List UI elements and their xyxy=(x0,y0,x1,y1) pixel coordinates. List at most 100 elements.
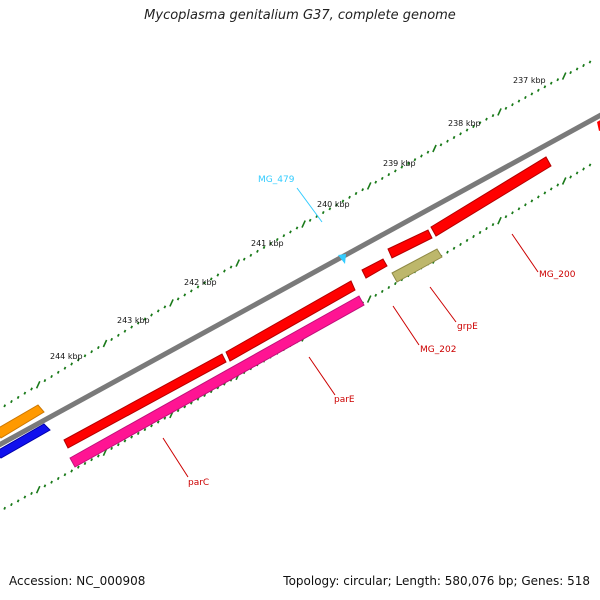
outer-scale-minor-tick xyxy=(242,257,246,261)
outer-scale-minor-tick xyxy=(308,218,312,222)
outer-scale-minor-tick xyxy=(209,277,213,281)
outer-scale-minor-tick xyxy=(70,362,74,366)
outer-scale-minor-tick xyxy=(478,121,482,125)
outer-scale-minor-tick xyxy=(156,309,160,313)
inner-scale-minor-tick xyxy=(136,431,140,435)
inner-scale-minor-tick xyxy=(452,246,456,250)
outer-scale-minor-tick xyxy=(348,195,351,199)
scale-label-237: 237 kbp xyxy=(513,76,546,85)
leader-line-parE xyxy=(308,356,336,396)
inner-scale-minor-tick xyxy=(150,424,153,428)
outer-scale-minor-tick xyxy=(136,321,140,325)
outer-scale-minor-tick xyxy=(163,305,167,309)
outer-scale-minor-tick xyxy=(3,404,7,408)
leader-line-MG_202 xyxy=(392,305,420,346)
feature-blue-block[interactable] xyxy=(0,423,51,459)
gene-small-red-arrow[interactable] xyxy=(387,229,433,259)
outer-scale-minor-tick xyxy=(295,226,299,230)
inner-scale-minor-tick xyxy=(459,242,462,246)
outer-scale-minor-tick xyxy=(321,211,325,215)
outer-scale-minor-tick xyxy=(229,265,233,269)
trna-MG_479-marker[interactable] xyxy=(338,254,346,264)
inner-scale-minor-tick xyxy=(23,495,27,499)
inner-scale-major-tick xyxy=(561,177,567,185)
inner-scale-minor-tick xyxy=(110,446,114,450)
gene-MG_200-arrow[interactable] xyxy=(430,156,552,237)
outer-scale-major-tick xyxy=(35,380,41,389)
outer-scale-minor-tick xyxy=(249,253,253,257)
gene-label-MG_202: MG_202 xyxy=(420,345,456,355)
inner-scale-minor-tick xyxy=(63,473,67,477)
outer-scale-minor-tick xyxy=(183,293,187,297)
outer-scale-major-tick xyxy=(432,144,437,153)
inner-scale-minor-tick xyxy=(374,293,378,297)
inner-scale-major-tick xyxy=(497,216,502,225)
scale-label-242: 242 kbp xyxy=(184,278,217,287)
scale-label-238: 238 kbp xyxy=(448,119,481,128)
outer-scale-ticks xyxy=(3,60,592,408)
outer-scale-minor-tick xyxy=(43,379,47,383)
inner-scale-minor-tick xyxy=(472,234,475,239)
inner-scale-minor-tick xyxy=(393,282,397,286)
inner-scale-minor-tick xyxy=(446,250,449,254)
inner-scale-minor-tick xyxy=(549,187,553,191)
outer-scale-minor-tick xyxy=(203,281,207,285)
outer-scale-minor-tick xyxy=(446,139,449,143)
gene-MG_202-arrow[interactable] xyxy=(361,258,388,279)
inner-scale-minor-tick xyxy=(116,443,120,447)
outer-scale-minor-tick xyxy=(413,158,417,162)
gene-parE-arrow-left[interactable] xyxy=(63,353,227,449)
outer-scale-minor-tick xyxy=(530,92,534,96)
feature-orange-block[interactable] xyxy=(0,404,45,439)
inner-scale-minor-tick xyxy=(16,499,20,503)
outer-scale-minor-tick xyxy=(176,297,180,301)
outer-scale-minor-tick xyxy=(123,329,127,333)
outer-scale-minor-tick xyxy=(426,150,430,154)
outer-scale-major-tick xyxy=(561,72,567,80)
gene-edge-red-fragment[interactable] xyxy=(597,119,600,131)
outer-scale-major-tick xyxy=(102,339,108,348)
inner-scale-minor-tick xyxy=(543,191,547,195)
inner-scale-minor-tick xyxy=(582,167,585,171)
inner-scale-minor-tick xyxy=(575,171,579,175)
outer-scale-minor-tick xyxy=(269,241,273,246)
outer-scale-minor-tick xyxy=(387,173,391,177)
gene-grpE-arrow[interactable] xyxy=(391,248,443,283)
outer-scale-minor-tick xyxy=(143,317,147,321)
outer-scale-minor-tick xyxy=(189,289,193,293)
outer-scale-minor-tick xyxy=(517,99,521,103)
outer-scale-minor-tick xyxy=(328,207,332,211)
outer-scale-minor-tick xyxy=(380,176,384,180)
leader-line-grpE xyxy=(429,286,457,323)
outer-scale-minor-tick xyxy=(491,114,495,118)
outer-scale-minor-tick xyxy=(543,85,547,89)
leader-line-MG_479 xyxy=(296,187,323,223)
inner-scale-minor-tick xyxy=(50,480,53,484)
outer-scale-minor-tick xyxy=(282,234,286,238)
gene-parC-arrow[interactable] xyxy=(69,295,365,468)
inner-scale-minor-tick xyxy=(10,503,13,507)
outer-scale-minor-tick xyxy=(56,370,60,374)
outer-scale-minor-tick xyxy=(96,346,100,350)
inner-scale-minor-tick xyxy=(485,227,488,231)
outer-scale-minor-tick xyxy=(536,88,540,92)
inner-scale-minor-tick xyxy=(176,409,180,413)
inner-scale-minor-tick xyxy=(511,211,514,215)
inner-scale-minor-tick xyxy=(569,175,573,179)
outer-scale-minor-tick xyxy=(90,350,94,354)
inner-scale-minor-tick xyxy=(163,416,167,420)
inner-scale-minor-tick xyxy=(387,285,391,290)
outer-scale-minor-tick xyxy=(575,67,579,71)
outer-scale-minor-tick xyxy=(335,203,338,207)
inner-scale-minor-tick xyxy=(536,195,540,199)
gene-parE-arrow[interactable] xyxy=(225,280,356,362)
inner-scale-minor-tick xyxy=(183,405,187,409)
outer-scale-minor-tick xyxy=(485,117,488,121)
outer-scale-minor-tick xyxy=(116,333,120,337)
outer-scale-minor-tick xyxy=(588,60,592,64)
outer-scale-major-tick xyxy=(366,182,372,190)
inner-scale-minor-tick xyxy=(56,476,60,481)
inner-scale-minor-tick xyxy=(30,491,33,495)
inner-scale-minor-tick xyxy=(130,435,134,439)
outer-scale-minor-tick xyxy=(374,180,378,184)
